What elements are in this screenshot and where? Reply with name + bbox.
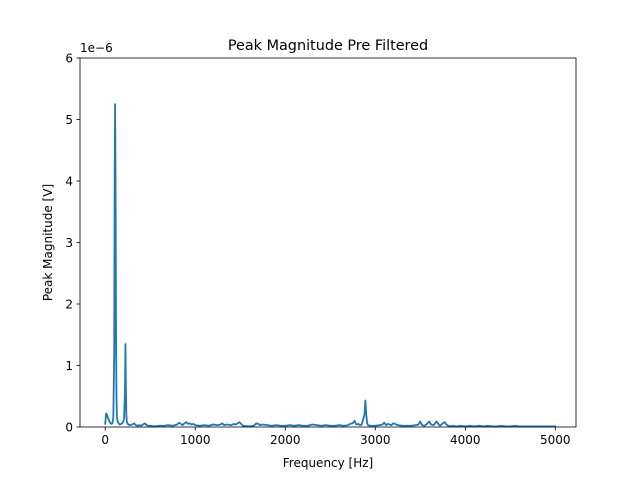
series-layer [104, 103, 557, 428]
y-axis-ticks: 0 1 2 3 4 5 6 [65, 52, 80, 435]
y-tick-label: 1 [65, 359, 73, 373]
y-axis-label: Peak Magnitude [V] [41, 184, 55, 301]
x-tick-label: 1000 [180, 433, 211, 447]
x-axis-ticks: 0 1000 2000 3000 4000 5000 [101, 427, 571, 447]
y-tick-label: 0 [65, 421, 73, 435]
x-tick-label: 0 [101, 433, 109, 447]
x-axis-label: Frequency [Hz] [283, 456, 374, 470]
series-line [104, 103, 557, 428]
y-tick-label: 2 [65, 298, 73, 312]
y-axis-multiplier: 1e−6 [80, 41, 113, 55]
y-tick-label: 6 [65, 52, 73, 66]
x-tick-label: 2000 [270, 433, 301, 447]
plot-frame [79, 57, 577, 428]
y-tick-label: 4 [65, 175, 73, 189]
x-tick-label: 5000 [540, 433, 571, 447]
y-tick-label: 5 [65, 113, 73, 127]
chart-title: Peak Magnitude Pre Filtered [228, 38, 428, 54]
x-tick-label: 4000 [450, 433, 481, 447]
y-tick-label: 3 [65, 236, 73, 250]
x-tick-label: 3000 [360, 433, 391, 447]
